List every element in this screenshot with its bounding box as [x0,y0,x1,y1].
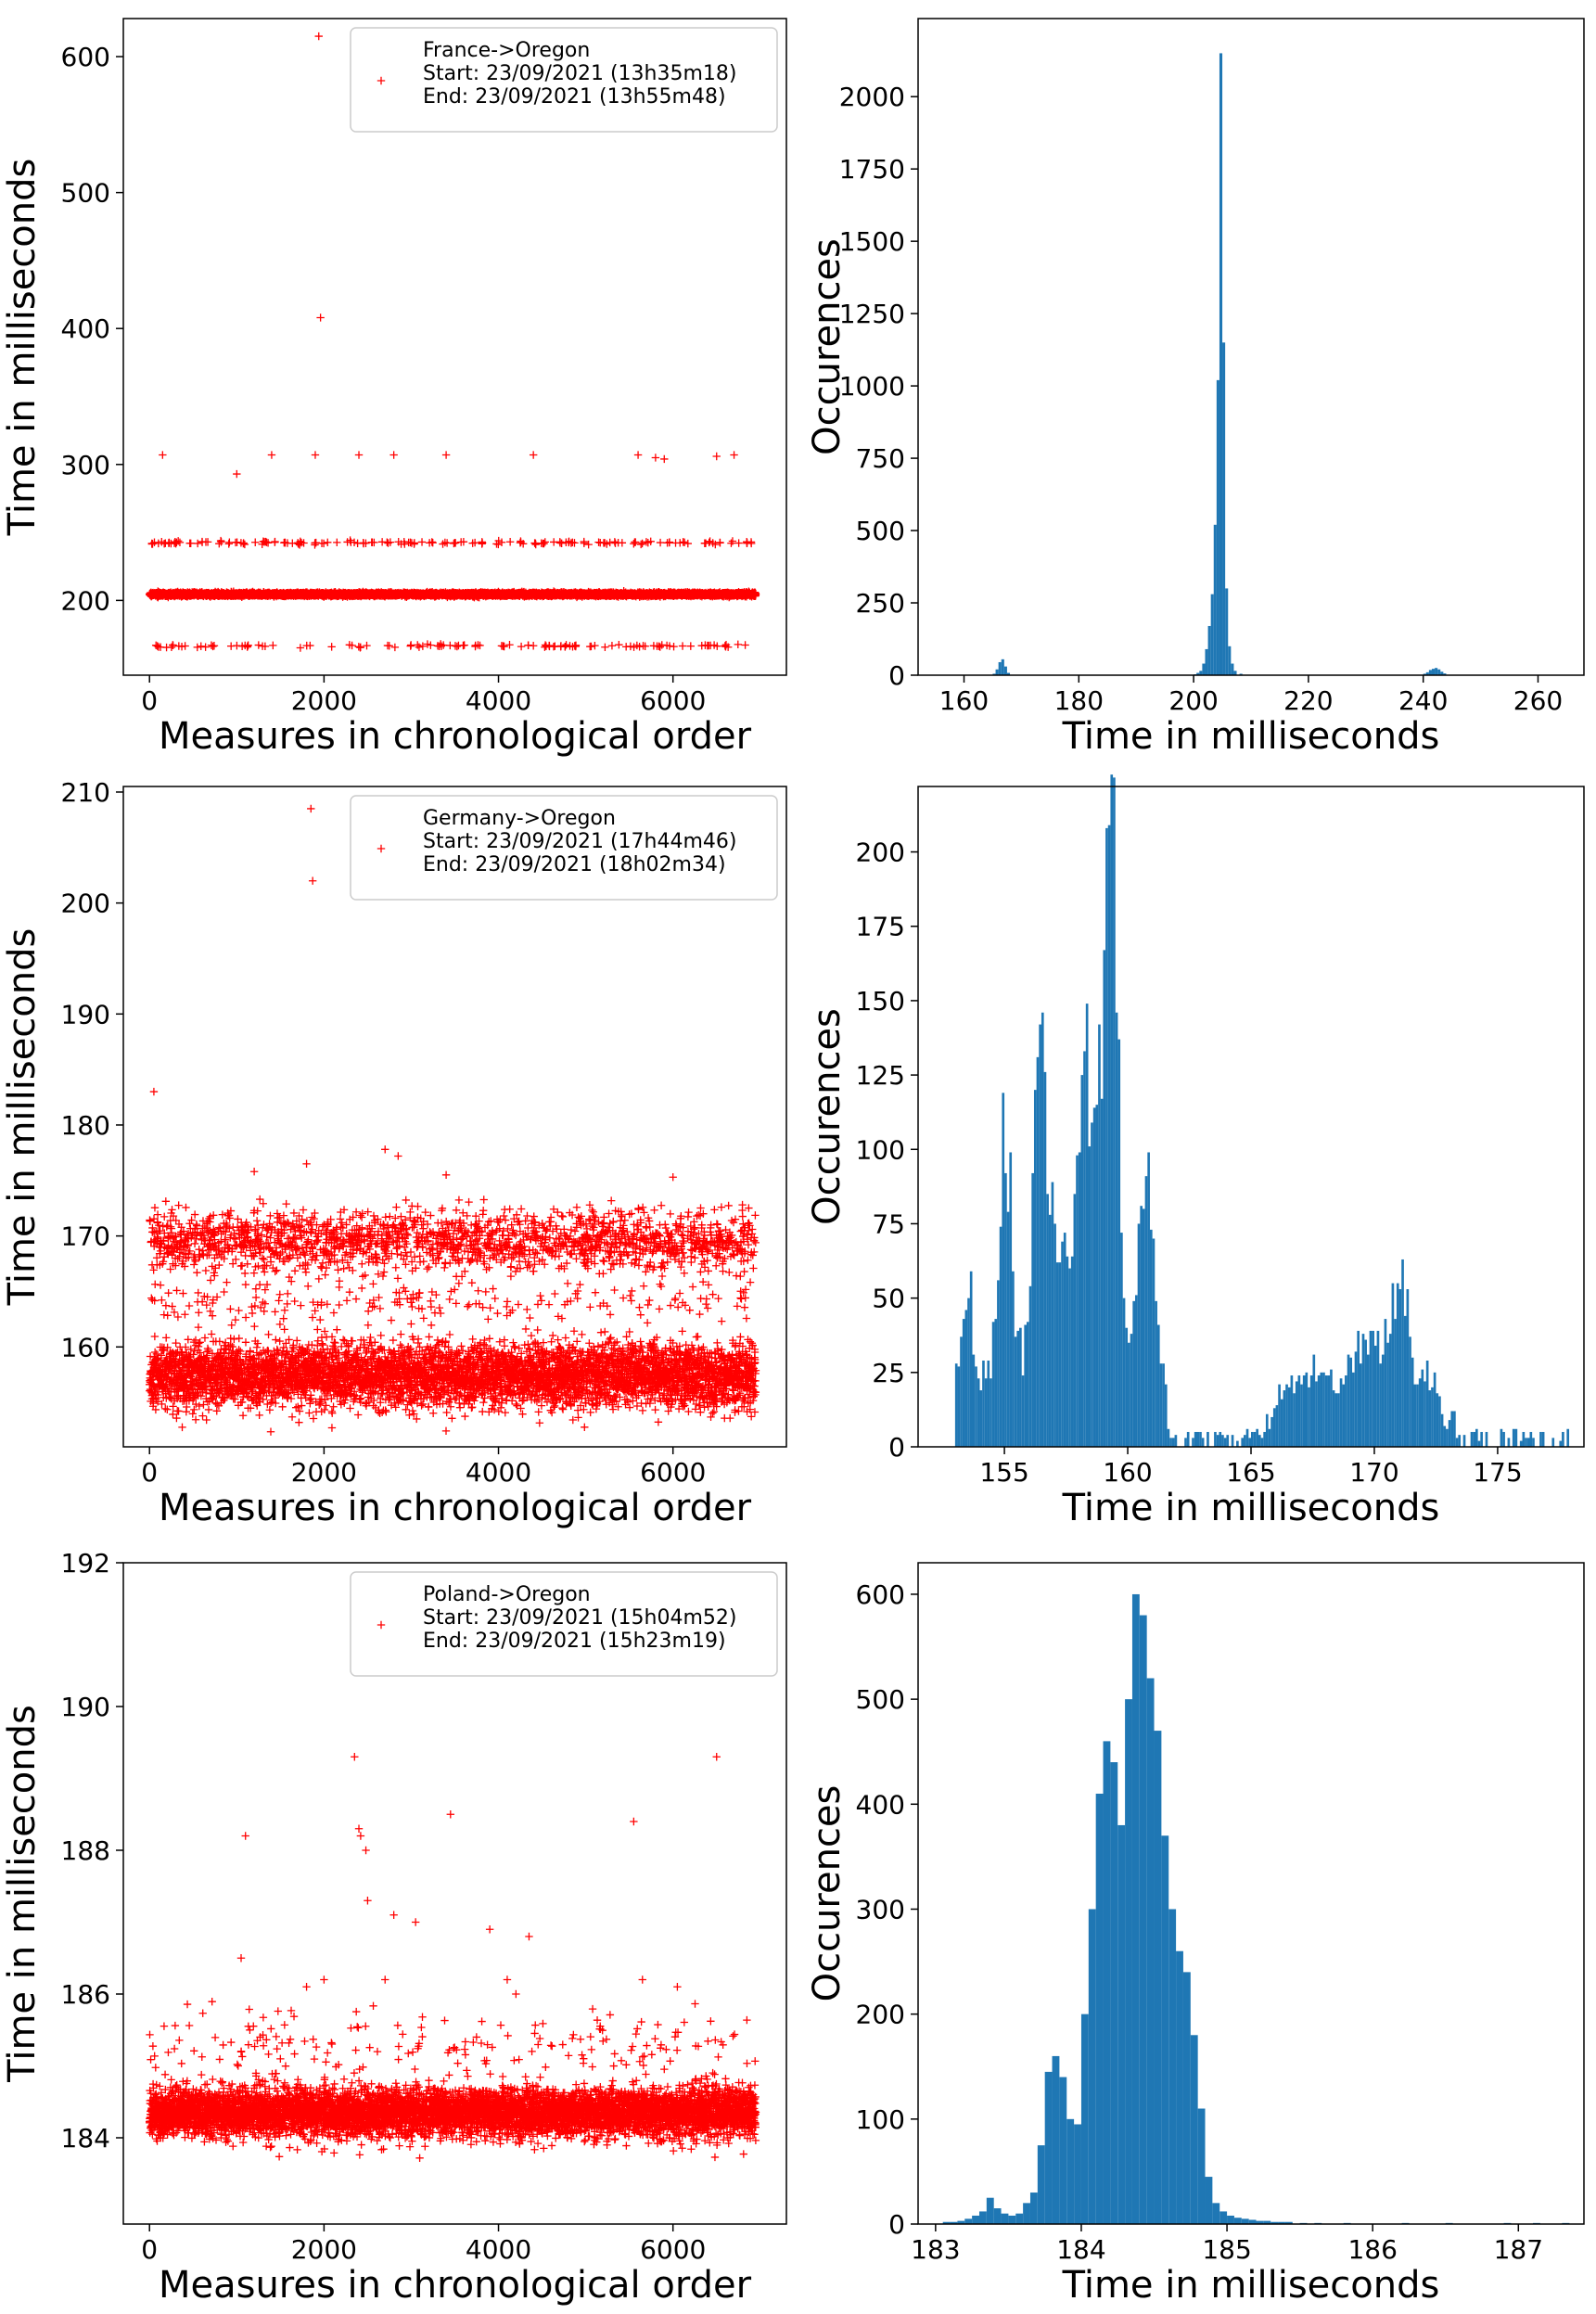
x-tick-label: 6000 [640,685,706,716]
data-point [165,538,173,547]
data-point [356,643,365,652]
data-point [186,539,195,548]
x-tick-label: 2000 [291,685,357,716]
data-point [181,642,189,650]
data-point [254,641,263,649]
data-point [505,538,515,546]
data-point [193,643,201,652]
data-point [562,641,570,649]
y-tick-label: 200 [61,585,110,616]
data-point [319,539,328,548]
data-point [541,643,549,651]
data-point [217,538,225,546]
data-point [209,642,217,651]
data-point [442,539,452,547]
y-tick-label: 300 [61,450,110,480]
data-point [324,538,332,547]
data-point [557,539,566,547]
data-point [203,538,212,546]
data-point [460,641,468,649]
y-tick-label: 400 [61,313,110,344]
data-point [269,641,277,650]
y-axis-label: Time in milliseconds [1,159,44,537]
data-point [271,537,279,546]
data-point [173,537,183,545]
x-tick-label: 4000 [466,685,531,716]
data-point [390,643,400,652]
data-point [415,643,424,651]
x-axis-label: Measures in chronological order [159,715,752,758]
data-point [531,540,540,549]
data-point [476,641,484,650]
data-point [478,539,487,547]
y-tick-label: 500 [61,178,110,209]
data-point [251,538,260,546]
data-point [529,642,538,650]
data-point [561,643,569,651]
france-scatter-points [146,32,760,652]
x-tick-label: 0 [141,685,158,716]
data-point [414,641,422,649]
data-point [385,642,393,650]
data-point [201,643,210,651]
data-point [453,642,462,651]
data-point [363,641,371,650]
data-point [197,642,205,650]
data-point [333,538,341,547]
data-point [240,540,249,549]
data-point [224,540,233,548]
data-point [517,642,526,651]
y-tick-label: 600 [61,42,110,72]
data-point [418,642,428,650]
data-point [169,641,177,650]
data-point [417,538,427,546]
data-point [327,643,336,651]
data-point [556,642,566,650]
data-point [451,539,460,547]
data-point [175,538,185,547]
data-point [193,539,202,548]
france-scatter-axes: 0 2000 4000 6000 200 300 400 500 600 Measures in … [1,42,752,758]
data-point [150,538,159,546]
data-point [505,641,514,649]
